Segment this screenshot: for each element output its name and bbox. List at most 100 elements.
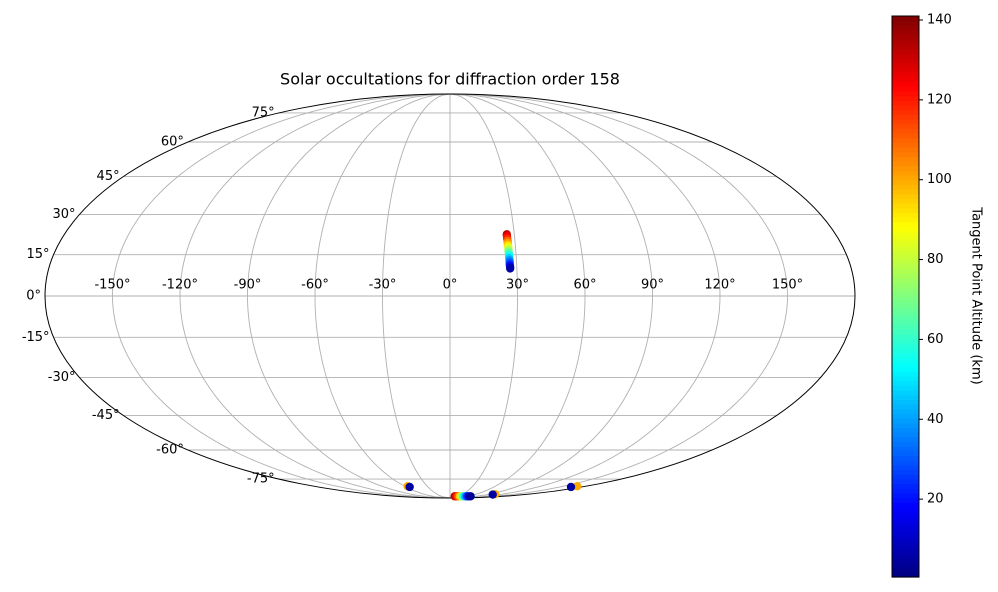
colorbar-segment [892,366,919,372]
colorbar-segment [892,347,919,354]
colorbar-segment [892,427,919,433]
colorbar-segment [892,174,919,181]
colorbar-segment [892,142,919,148]
colorbar-segment [892,198,919,204]
colorbar-segment [892,404,919,410]
colorbar-segment [892,151,919,157]
colorbar-segment [892,441,919,447]
x-tick-label: 30° [506,278,529,293]
colorbar-segment [892,282,919,288]
colorbar-segment [892,478,919,485]
colorbar-segment [892,114,919,120]
grid-line [247,93,451,499]
colorbar-segment [892,455,919,461]
colorbar-segment [892,450,919,457]
colorbar-segment [892,539,919,545]
colorbar-segment [892,305,919,312]
colorbar-segment [892,226,919,232]
colorbar-segment [892,385,919,391]
colorbar-segment [892,20,919,26]
colorbar-segment [892,380,919,386]
colorbar-tick-label: 120 [927,92,952,107]
colorbar-segment [892,268,919,274]
colorbar-segment [892,254,919,260]
grid-line [449,93,653,499]
x-tick-label: 150° [772,278,803,293]
colorbar-segment [892,319,919,326]
y-tick-label: -75° [247,472,275,487]
colorbar-segment [892,123,919,129]
colorbar-segment [892,567,919,573]
x-tick-label: -90° [234,278,262,293]
colorbar-frame [891,15,920,578]
colorbar-segment [892,25,919,31]
colorbar-segment [892,287,919,293]
colorbar-segment [892,525,919,531]
colorbar-segment [892,100,919,106]
colorbar-segment [892,520,919,527]
y-tick-label: 15° [27,247,50,262]
colorbar-segment [892,81,919,87]
y-tick-label: 75° [252,105,275,120]
y-tick-label: 60° [161,134,184,149]
colorbar-segment [892,422,919,428]
colorbar-segment [892,277,919,284]
colorbar-segment [892,310,919,316]
colorbar-segment [892,502,919,508]
colorbar-segment [892,146,919,153]
colorbar-segment [892,16,919,22]
colorbar-segment [892,72,919,78]
y-tick-label: -45° [92,408,120,423]
grid-line [112,93,451,499]
colorbar-segment [892,464,919,471]
colorbar-tick-label: 80 [927,252,944,267]
grid-line [449,93,518,499]
x-tick-label: 0° [443,278,458,293]
colorbar-segment [892,338,919,344]
colorbar-segment [892,553,919,559]
colorbar-segment [892,534,919,541]
colorbar-tick-label: 40 [927,412,944,427]
colorbar-segment [892,432,919,438]
colorbar-segment [892,516,919,522]
colorbar-tick-label: 60 [927,332,944,347]
y-tick-label: -60° [156,443,184,458]
grid-line [449,93,586,499]
point [488,490,497,499]
grid-line [314,93,451,499]
colorbar-segment [892,436,919,443]
colorbar-segment [892,361,919,368]
colorbar-segment [892,291,919,298]
colorbar-segment [892,179,919,185]
colorbar-segment [892,165,919,171]
colorbar-segment [892,48,919,54]
colorbar-segment [892,118,919,125]
colorbar-segment [892,128,919,134]
colorbar-segment [892,249,919,256]
colorbar-segment [892,30,919,36]
colorbar-segment [892,562,919,569]
colorbar-tick-label: 140 [927,12,952,27]
colorbar-segment [892,273,919,279]
colorbar-segment [892,259,919,265]
grid-line [179,93,451,499]
colorbar-segment [892,488,919,494]
point [466,492,475,501]
point [405,482,414,492]
y-tick-label: -30° [48,370,76,385]
colorbar-segment [892,39,919,45]
colorbar-segment [892,137,919,143]
colorbar-segment [892,446,919,452]
colorbar-segment [892,469,919,475]
colorbar-segment [892,357,919,363]
colorbar-segment [892,207,919,213]
colorbar-segment [892,301,919,307]
map-outline [44,93,856,499]
colorbar-segment [892,109,919,115]
colorbar-segment [892,263,919,270]
colorbar-segment [892,324,919,330]
colorbar-segment [892,413,919,419]
colorbar-segment [892,231,919,237]
colorbar-segment [892,170,919,176]
point [566,482,576,492]
